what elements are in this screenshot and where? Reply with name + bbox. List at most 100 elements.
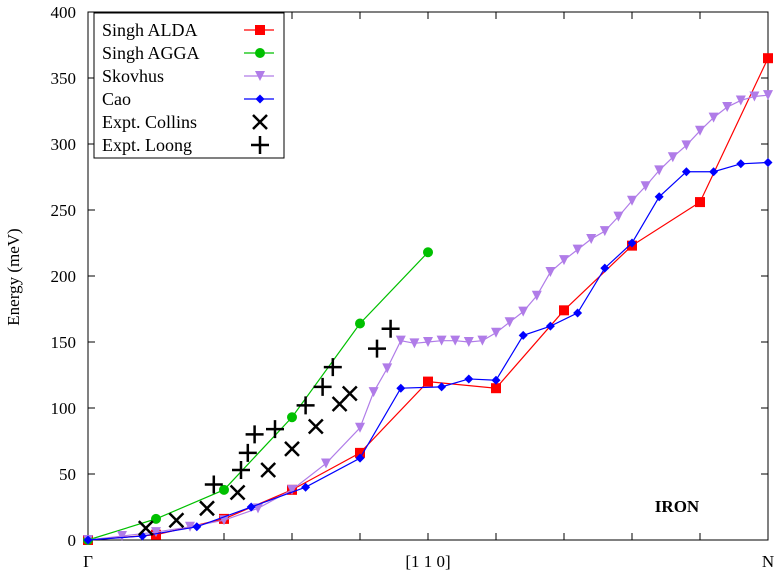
data-point (368, 339, 386, 358)
series-line-cao (87, 161, 769, 541)
data-point (355, 453, 365, 463)
data-point (627, 238, 637, 248)
data-point (491, 327, 501, 338)
data-point (681, 140, 692, 151)
data-point (681, 167, 691, 177)
data-point (504, 317, 515, 328)
data-point (199, 500, 215, 517)
data-point (423, 247, 433, 258)
data-point (260, 462, 277, 478)
data-point (396, 383, 406, 393)
legend-label: Expt. Loong (102, 135, 192, 155)
series-line-singh-agga (87, 251, 429, 541)
y-tick-label: 100 (51, 399, 77, 418)
data-point (586, 234, 597, 245)
data-point (307, 418, 324, 435)
data-point (368, 387, 379, 398)
data-point (395, 335, 406, 346)
data-point (545, 321, 555, 331)
data-point (763, 157, 773, 167)
data-point (708, 112, 719, 123)
legend-label: Skovhus (102, 66, 164, 86)
data-point (559, 305, 569, 316)
legend-marker (255, 48, 265, 58)
legend: Singh ALDA Singh AGGA Skovhus Cao Expt. Coll… (93, 12, 285, 159)
data-point (491, 383, 501, 394)
data-point (287, 412, 297, 423)
data-point (464, 374, 474, 384)
data-point (341, 385, 358, 402)
data-point (423, 376, 433, 387)
series-cao (83, 157, 773, 545)
data-point (695, 197, 705, 208)
x-tick-label: Γ (83, 552, 93, 571)
x-tick-label: [1 1 0] (405, 552, 450, 571)
y-tick-label: 200 (51, 267, 77, 286)
data-point (763, 90, 773, 101)
data-point (545, 267, 556, 278)
data-point (192, 522, 202, 532)
data-point (531, 290, 542, 301)
legend-marker (255, 25, 265, 35)
legend-label: Singh ALDA (102, 20, 198, 40)
series-line-skovhus (87, 94, 769, 541)
data-point (296, 396, 315, 415)
data-point (355, 447, 365, 458)
y-tick-label: 350 (51, 69, 77, 88)
data-point (518, 330, 528, 340)
data-point (572, 244, 583, 255)
data-point (168, 512, 185, 529)
data-point (355, 422, 365, 433)
legend-box (93, 12, 285, 159)
data-point (450, 335, 461, 346)
data-point (151, 513, 161, 524)
data-point (232, 461, 250, 480)
y-tick-label: 0 (68, 531, 77, 550)
legend-label: Expt. Collins (102, 112, 197, 132)
data-point (185, 521, 195, 532)
data-point (246, 502, 256, 512)
series-layer (83, 53, 773, 545)
data-point (709, 167, 719, 177)
data-point (238, 443, 257, 462)
data-point (409, 338, 420, 349)
data-point (323, 358, 342, 377)
data-point (381, 319, 400, 338)
data-point (477, 335, 488, 346)
y-tick-label: 150 (51, 333, 77, 352)
data-point (219, 484, 229, 495)
legend-marker (255, 71, 265, 81)
series-expt-collins (137, 385, 358, 537)
data-point (600, 263, 610, 273)
data-point (749, 91, 760, 102)
legend-label: Cao (102, 89, 131, 109)
data-point (301, 482, 311, 492)
data-point (722, 102, 733, 113)
legend-marker (252, 114, 268, 130)
y-axis-label: Energy (meV) (4, 228, 23, 325)
data-point (382, 363, 393, 374)
data-point (627, 195, 637, 206)
x-tick-label: N (762, 552, 774, 571)
data-point (463, 337, 474, 347)
data-point (491, 375, 501, 385)
data-point (518, 306, 529, 317)
data-point (599, 226, 610, 237)
data-point (436, 335, 447, 346)
y-tick-label: 400 (51, 3, 77, 22)
y-tick-label: 300 (51, 135, 77, 154)
data-point (229, 484, 246, 501)
y-tick-label: 50 (59, 465, 76, 484)
data-point (423, 337, 433, 347)
data-point (284, 441, 300, 457)
data-point (137, 520, 154, 537)
y-tick-label: 250 (51, 201, 77, 220)
series-singh-agga (83, 247, 433, 545)
data-point (735, 95, 746, 106)
legend-label: Singh AGGA (102, 43, 200, 63)
data-point (355, 318, 365, 329)
data-point (117, 531, 127, 542)
data-point (559, 255, 569, 266)
data-point (266, 420, 284, 439)
